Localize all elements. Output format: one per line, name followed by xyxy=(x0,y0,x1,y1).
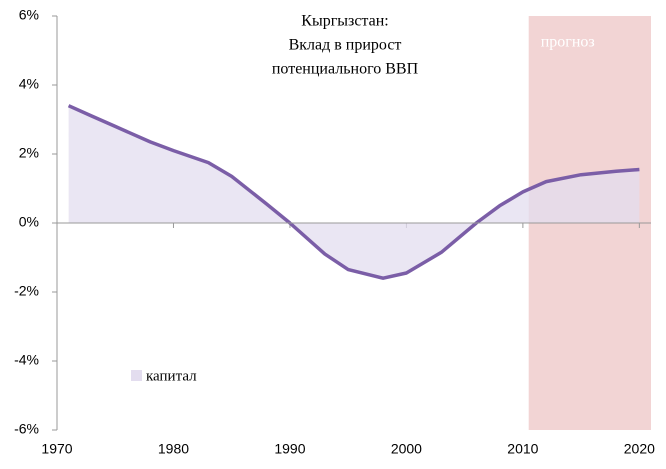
chart-title: потенциального ВВП xyxy=(272,61,419,78)
x-tick-label: 2000 xyxy=(391,441,422,457)
y-tick-label: -4% xyxy=(14,352,39,368)
y-tick-label: -2% xyxy=(14,283,39,299)
y-tick-label: 6% xyxy=(19,7,39,23)
legend-label: капитал xyxy=(146,368,197,384)
x-tick-label: 1990 xyxy=(274,441,305,457)
line xyxy=(67,104,640,280)
forecast-label: прогноз xyxy=(541,34,595,51)
y-tick-label: 2% xyxy=(19,145,39,161)
x-tick-label: 2020 xyxy=(624,441,655,457)
y-tick-label: 0% xyxy=(19,214,39,230)
x-tick-label: 2010 xyxy=(507,441,538,457)
y-tick-label: 4% xyxy=(19,76,39,92)
chart-title: Кыргызстан: xyxy=(301,13,388,30)
legend-swatch xyxy=(131,370,142,381)
y-tick-label: -6% xyxy=(14,421,39,437)
x-tick-label: 1980 xyxy=(158,441,189,457)
x-tick-label: 1970 xyxy=(41,441,72,457)
chart-title: Вклад в прирост xyxy=(289,37,402,54)
